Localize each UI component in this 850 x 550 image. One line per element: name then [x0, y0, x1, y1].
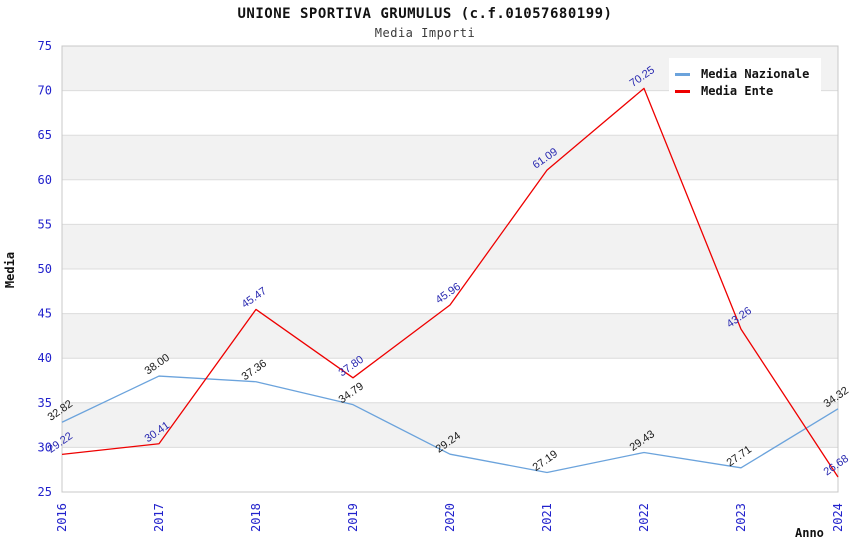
- svg-text:2016: 2016: [55, 503, 69, 532]
- legend-line-swatch-nazionale: [675, 72, 690, 76]
- svg-text:2020: 2020: [443, 503, 457, 532]
- svg-text:30: 30: [38, 440, 52, 454]
- svg-text:2018: 2018: [249, 503, 263, 532]
- plot-bands: [62, 46, 838, 448]
- svg-text:35: 35: [38, 396, 52, 410]
- svg-text:2017: 2017: [152, 503, 166, 532]
- svg-text:45.96: 45.96: [434, 281, 463, 307]
- svg-text:45: 45: [38, 307, 52, 321]
- svg-text:60: 60: [38, 173, 52, 187]
- x-axis-tick-labels: 2016 2017 2018 2019 2020 2021 2022 2023 2024: [55, 503, 845, 532]
- legend-line-swatch-ente: [675, 89, 690, 93]
- svg-text:2022: 2022: [637, 503, 651, 532]
- legend-item-media-nazionale: Media Nazionale: [675, 67, 817, 81]
- series-line-media-ente: [61, 87, 839, 478]
- svg-text:25: 25: [38, 485, 52, 499]
- plot-border: [61, 45, 839, 493]
- svg-text:27.19: 27.19: [531, 448, 560, 474]
- y-axis-title: Media: [3, 251, 17, 289]
- legend-label: Media Nazionale: [701, 67, 810, 81]
- svg-text:34.79: 34.79: [337, 380, 366, 406]
- svg-text:40: 40: [38, 351, 52, 365]
- svg-text:37.36: 37.36: [240, 357, 269, 383]
- series-line-media-nazionale: [61, 375, 839, 474]
- svg-text:50: 50: [38, 262, 52, 276]
- svg-text:55: 55: [38, 217, 52, 231]
- svg-text:2019: 2019: [346, 503, 360, 532]
- svg-text:65: 65: [38, 128, 52, 142]
- legend-label: Media Ente: [701, 84, 774, 98]
- svg-text:2023: 2023: [734, 503, 748, 532]
- x-axis-title: Anno: [795, 526, 824, 540]
- svg-text:45.47: 45.47: [240, 285, 269, 311]
- svg-text:2021: 2021: [540, 503, 554, 532]
- svg-text:2024: 2024: [831, 503, 845, 532]
- legend-item-media-ente: Media Ente: [675, 84, 817, 98]
- chart-subtitle: Media Importi: [374, 26, 476, 40]
- svg-text:75: 75: [38, 39, 52, 53]
- chart-title: UNIONE SPORTIVA GRUMULUS (c.f.0105768019…: [237, 6, 613, 22]
- svg-text:70: 70: [38, 84, 52, 98]
- legend: Media Nazionale Media Ente: [669, 58, 821, 106]
- svg-text:29.22: 29.22: [46, 430, 75, 456]
- y-axis-tick-labels: 25 30 35 40 45 50 55 60 65 70 75: [38, 39, 52, 499]
